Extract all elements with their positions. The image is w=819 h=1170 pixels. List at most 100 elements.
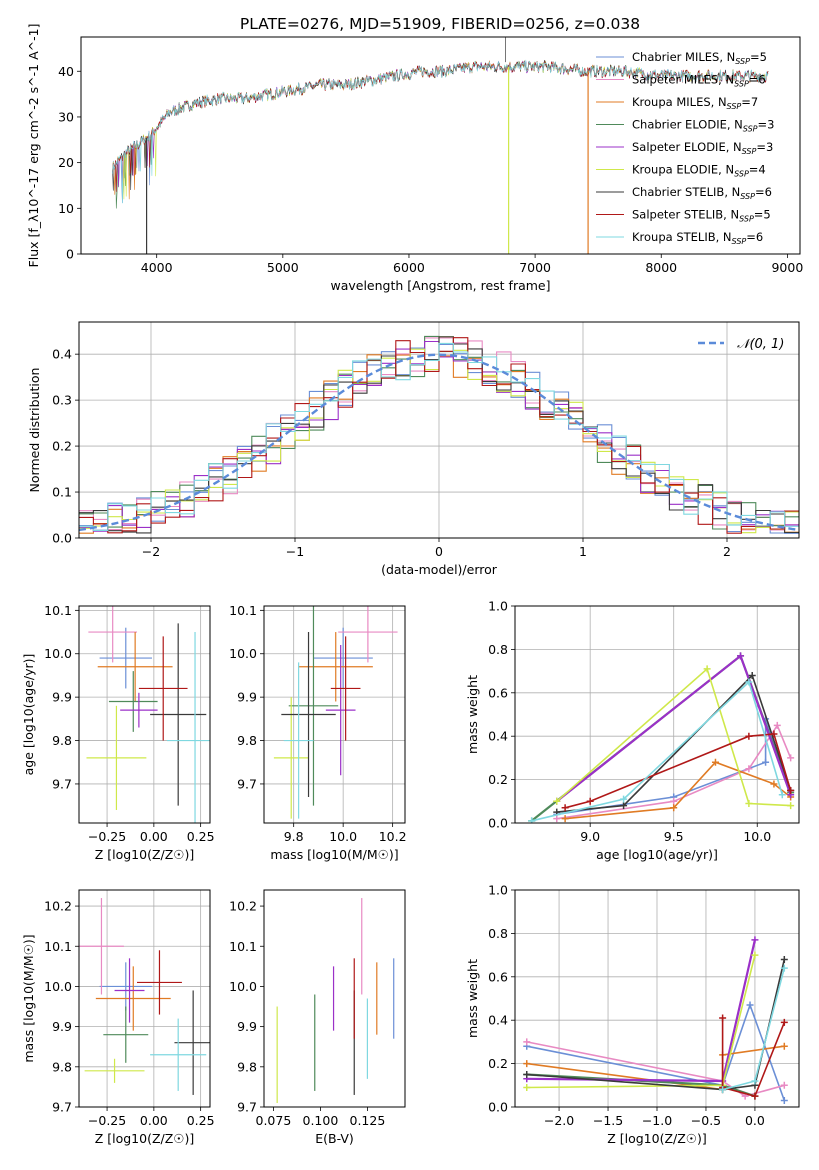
y-tick-label: 0.0 — [52, 531, 72, 546]
mass-weight-marker — [751, 1077, 759, 1085]
mass-weight-line — [722, 967, 786, 1091]
mass-weight-marker — [780, 955, 788, 963]
legend-label: Kroupa ELODIE, NSSP=4 — [632, 163, 766, 179]
y-tick-label: 0 — [66, 247, 74, 262]
legend-subscript: SSP — [727, 102, 742, 111]
mass-weight-line — [531, 680, 784, 822]
axes-frame — [78, 889, 211, 1108]
mass-weight-marker — [746, 1001, 754, 1009]
mass-weight-marker — [770, 780, 778, 788]
legend-count: =3 — [758, 118, 775, 132]
x-axis-label: wavelength [Angstrom, rest frame] — [330, 278, 550, 293]
plot-area — [112, 37, 769, 254]
normal-reference-curve — [79, 353, 799, 532]
x-tick-label: −1 — [286, 544, 304, 559]
x-tick-label: 8000 — [645, 260, 677, 275]
y-tick-label: 0.4 — [488, 1013, 508, 1028]
y-axis-label: age [log10(age/yr)] — [21, 654, 36, 776]
legend-subscript: SSP — [743, 125, 758, 134]
legend-count: =6 — [749, 73, 766, 87]
mass-weight-marker — [787, 802, 795, 810]
mass-weight-line — [556, 667, 791, 807]
mass-weight-line — [526, 939, 756, 1083]
mass-weight-marker — [751, 1092, 759, 1100]
legend-count: =3 — [756, 140, 773, 154]
x-axis-label: mass [log10(M/M☉)] — [270, 847, 398, 862]
x-tick-label: 10.2 — [379, 829, 407, 844]
x-tick-label: 0.00 — [140, 829, 168, 844]
x-tick-label: 0.125 — [350, 1113, 386, 1128]
age_vs_Z-panel: −0.25 0.00 0.25 9.7 9.8 9.9 10.0 10.1 Z [log10(Z… — [21, 603, 215, 862]
y-tick-label: 10.2 — [44, 899, 72, 914]
mass-weight-marker — [745, 678, 753, 686]
y-tick-label: 0.4 — [52, 347, 72, 362]
residuals-panel: 𝒩(0, 1) −2 −1 0 1 2 0.0 0.1 0.2 0.3 0.4 (data-model… — [27, 321, 800, 577]
mass-weight-marker — [523, 1060, 531, 1068]
mass-weight-line — [565, 761, 792, 820]
legend-count: =5 — [754, 208, 771, 222]
mass-weight-line — [531, 654, 792, 822]
mass-weight-line — [564, 733, 792, 809]
x-tick-label: 0.100 — [303, 1113, 339, 1128]
x-tick-label: 5000 — [267, 260, 299, 275]
y-tick-label: 10 — [58, 201, 74, 216]
x-tick-label: 0.075 — [256, 1113, 292, 1128]
mass-weight-marker — [745, 732, 753, 740]
mass-weight-marker — [751, 936, 759, 944]
x-tick-label: 9.0 — [580, 829, 600, 844]
legend-subscript: SSP — [735, 57, 750, 66]
mass-weight-marker — [787, 786, 795, 794]
figure-title: PLATE=0276, MJD=51909, FIBERID=0256, z=0… — [240, 15, 640, 33]
y-tick-label: 9.8 — [52, 1059, 72, 1074]
y-tick-label: 10.0 — [229, 646, 257, 661]
axes-frame — [263, 605, 406, 824]
x-tick-label: −0.5 — [691, 1113, 721, 1128]
y-tick-label: 0.2 — [52, 439, 72, 454]
mass-weight-marker — [719, 1014, 727, 1022]
mass-weight-marker — [787, 754, 795, 762]
x-tick-label: 4000 — [141, 260, 173, 275]
massweight_vs_Z-panel: −2.0 −1.5 −1.0 −0.5 0.0 0.0 0.2 0.4 0.6 0.8 1.0 Z [… — [465, 883, 800, 1146]
x-tick-label: 9.5 — [664, 829, 684, 844]
mass-weight-marker — [745, 765, 753, 773]
y-tick-label: 9.7 — [52, 1100, 72, 1115]
mass-weight-marker — [737, 652, 745, 660]
mass_vs_Z-panel: −0.25 0.00 0.25 9.7 9.8 9.9 10.0 10.1 10.2 Z [log… — [21, 889, 215, 1146]
x-axis-label: age [log10(age/yr)] — [596, 847, 718, 862]
legend-subscript: SSP — [742, 147, 757, 156]
mass-weight-marker — [523, 1083, 531, 1091]
legend-count: =7 — [741, 95, 758, 109]
x-tick-label: −2 — [142, 544, 160, 559]
y-tick-label: 10.1 — [229, 939, 257, 954]
mass-weight-marker — [561, 804, 569, 812]
mass-weight-marker — [770, 730, 778, 738]
mass-weight-marker — [523, 1070, 531, 1078]
spectrum-line — [112, 59, 769, 204]
mass-weight-marker — [620, 795, 628, 803]
y-tick-label: 10.0 — [44, 979, 72, 994]
y-tick-label: 0.0 — [488, 1100, 508, 1115]
x-tick-label: 0 — [435, 544, 443, 559]
x-tick-label: 1 — [579, 544, 587, 559]
mass-weight-marker — [773, 721, 781, 729]
x-tick-label: −0.25 — [88, 1113, 126, 1128]
legend-subscript: SSP — [734, 80, 749, 89]
mass_vs_ebv-panel: 0.075 0.100 0.125 9.7 9.8 9.9 10.0 10.1 10.2 E(B-… — [229, 889, 406, 1146]
mass-weight-marker — [780, 1096, 788, 1104]
x-tick-label: 0.25 — [187, 1113, 215, 1128]
mass-weight-marker — [745, 799, 753, 807]
x-tick-label: 2 — [723, 544, 731, 559]
age_vs_mass-panel: 9.8 10.0 10.2 9.7 9.8 9.9 10.0 10.1 mass [log10(… — [229, 603, 407, 862]
x-tick-label: 0.00 — [140, 1113, 168, 1128]
x-tick-label: −1.0 — [642, 1113, 672, 1128]
mass-weight-marker — [719, 1086, 727, 1094]
plot-area — [528, 652, 795, 823]
y-tick-label: 10.2 — [229, 899, 257, 914]
x-tick-label: 9.8 — [284, 829, 304, 844]
y-axis-label: mass weight — [465, 959, 480, 1038]
legend-label: Kroupa MILES, NSSP=7 — [632, 95, 758, 111]
mass-weight-marker — [780, 1081, 788, 1089]
y-tick-label: 0.8 — [488, 926, 508, 941]
mass-weight-marker — [780, 964, 788, 972]
y-tick-label: 0.6 — [488, 685, 508, 700]
